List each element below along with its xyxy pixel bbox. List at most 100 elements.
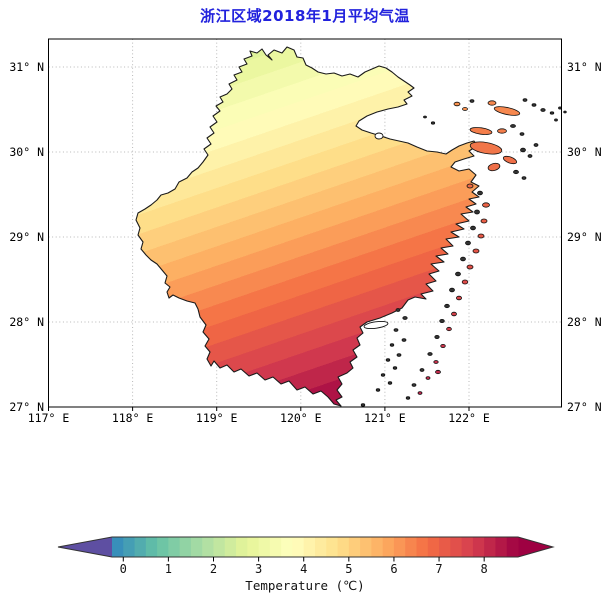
island: [393, 328, 399, 332]
lat-tick-label-right: 31° N: [567, 59, 602, 74]
island: [554, 118, 558, 122]
colorbar-segment: [393, 537, 406, 557]
colorbar-tick-label: 7: [435, 562, 443, 576]
lat-tick-label-left: 29° N: [9, 229, 44, 244]
island: [531, 103, 537, 107]
island: [477, 233, 485, 239]
island: [497, 128, 507, 134]
island: [389, 343, 395, 347]
lat-tick-label-left: 28° N: [9, 314, 44, 329]
lat-tick-label-right: 30° N: [567, 144, 602, 159]
colorbar-segment: [382, 537, 395, 557]
island: [360, 403, 366, 407]
outlined-island: [363, 320, 389, 330]
island: [549, 111, 555, 115]
island: [533, 143, 539, 147]
island: [493, 106, 521, 116]
island: [385, 358, 391, 362]
page-title: 浙江区域2018年1月平均气温: [200, 7, 410, 25]
lat-tick-label-left: 27° N: [9, 399, 44, 414]
island: [527, 154, 533, 158]
colorbar-segment: [371, 537, 384, 557]
colorbar-tick-label: 2: [209, 562, 218, 576]
island: [425, 376, 431, 380]
colorbar-segment: [506, 537, 519, 557]
island: [455, 295, 462, 301]
island: [401, 338, 407, 342]
island: [402, 316, 408, 320]
island: [435, 369, 441, 375]
island: [444, 303, 450, 309]
lon-tick-label: 117° E: [27, 411, 70, 425]
colorbar-over-arrow: [518, 537, 553, 557]
island: [520, 147, 526, 153]
colorbar-segment: [247, 537, 260, 557]
island: [449, 287, 455, 293]
lat-tick-label-left: 31° N: [9, 59, 44, 74]
lat-tick-label-left: 30° N: [9, 144, 44, 159]
lon-tick-label: 118° E: [111, 411, 154, 425]
island: [522, 98, 528, 102]
colorbar-segment: [224, 537, 237, 557]
island: [433, 360, 439, 364]
island: [477, 190, 483, 196]
colorbar-tick-label: 4: [300, 562, 308, 576]
colorbar-tick-label: 0: [119, 562, 127, 576]
plot-frame: [48, 38, 562, 411]
zhejiang-mainland: [135, 46, 480, 407]
island: [411, 383, 417, 387]
colorbar-segment: [179, 537, 192, 557]
colorbar-segment: [157, 537, 169, 557]
colorbar-segment: [360, 537, 372, 557]
island: [469, 127, 493, 135]
plot-border: [48, 38, 562, 408]
island: [380, 373, 386, 377]
island: [405, 396, 411, 400]
colorbar-segment: [450, 537, 463, 557]
island: [461, 279, 469, 285]
island: [375, 388, 381, 392]
island: [540, 108, 546, 112]
lon-tick-label: 122° E: [448, 411, 490, 425]
lat-tick-label-right: 28° N: [567, 314, 602, 329]
lon-tick-label: 120° E: [280, 411, 322, 425]
lat-tick-label-right: 27° N: [567, 399, 602, 414]
lon-tick-label: 119° E: [195, 411, 238, 425]
island: [474, 209, 480, 215]
island: [502, 155, 518, 165]
island: [430, 121, 436, 125]
island: [427, 352, 433, 356]
lon-tick-label: 121° E: [364, 411, 406, 425]
estuary-islet: [374, 132, 384, 140]
colorbar-tick-label: 5: [345, 562, 353, 576]
island: [563, 110, 567, 114]
colorbar-tick-label: 1: [164, 562, 172, 576]
islands-layer: [360, 98, 567, 407]
colorbar-segment: [269, 537, 282, 557]
colorbar-title: Temperature (℃): [245, 578, 365, 593]
colorbar-segment: [281, 537, 294, 557]
island: [469, 99, 475, 103]
colorbar: [57, 536, 555, 562]
colorbar-segment: [337, 537, 350, 557]
island: [487, 162, 501, 172]
island: [513, 169, 519, 175]
island: [462, 107, 468, 111]
colorbar-tick-label: 6: [390, 562, 398, 576]
colorbar-segment: [439, 537, 451, 557]
colorbar-segment: [123, 537, 136, 557]
island: [439, 318, 445, 323]
colorbar-segment: [168, 537, 181, 557]
colorbar-segment: [461, 537, 474, 557]
island: [482, 202, 490, 208]
island: [487, 100, 497, 106]
island: [510, 124, 516, 128]
colorbar-segment: [303, 537, 316, 557]
island: [472, 248, 480, 254]
colorbar-segment: [236, 537, 248, 557]
island: [434, 334, 440, 339]
island: [466, 183, 474, 189]
island: [423, 115, 427, 119]
island: [470, 225, 476, 231]
